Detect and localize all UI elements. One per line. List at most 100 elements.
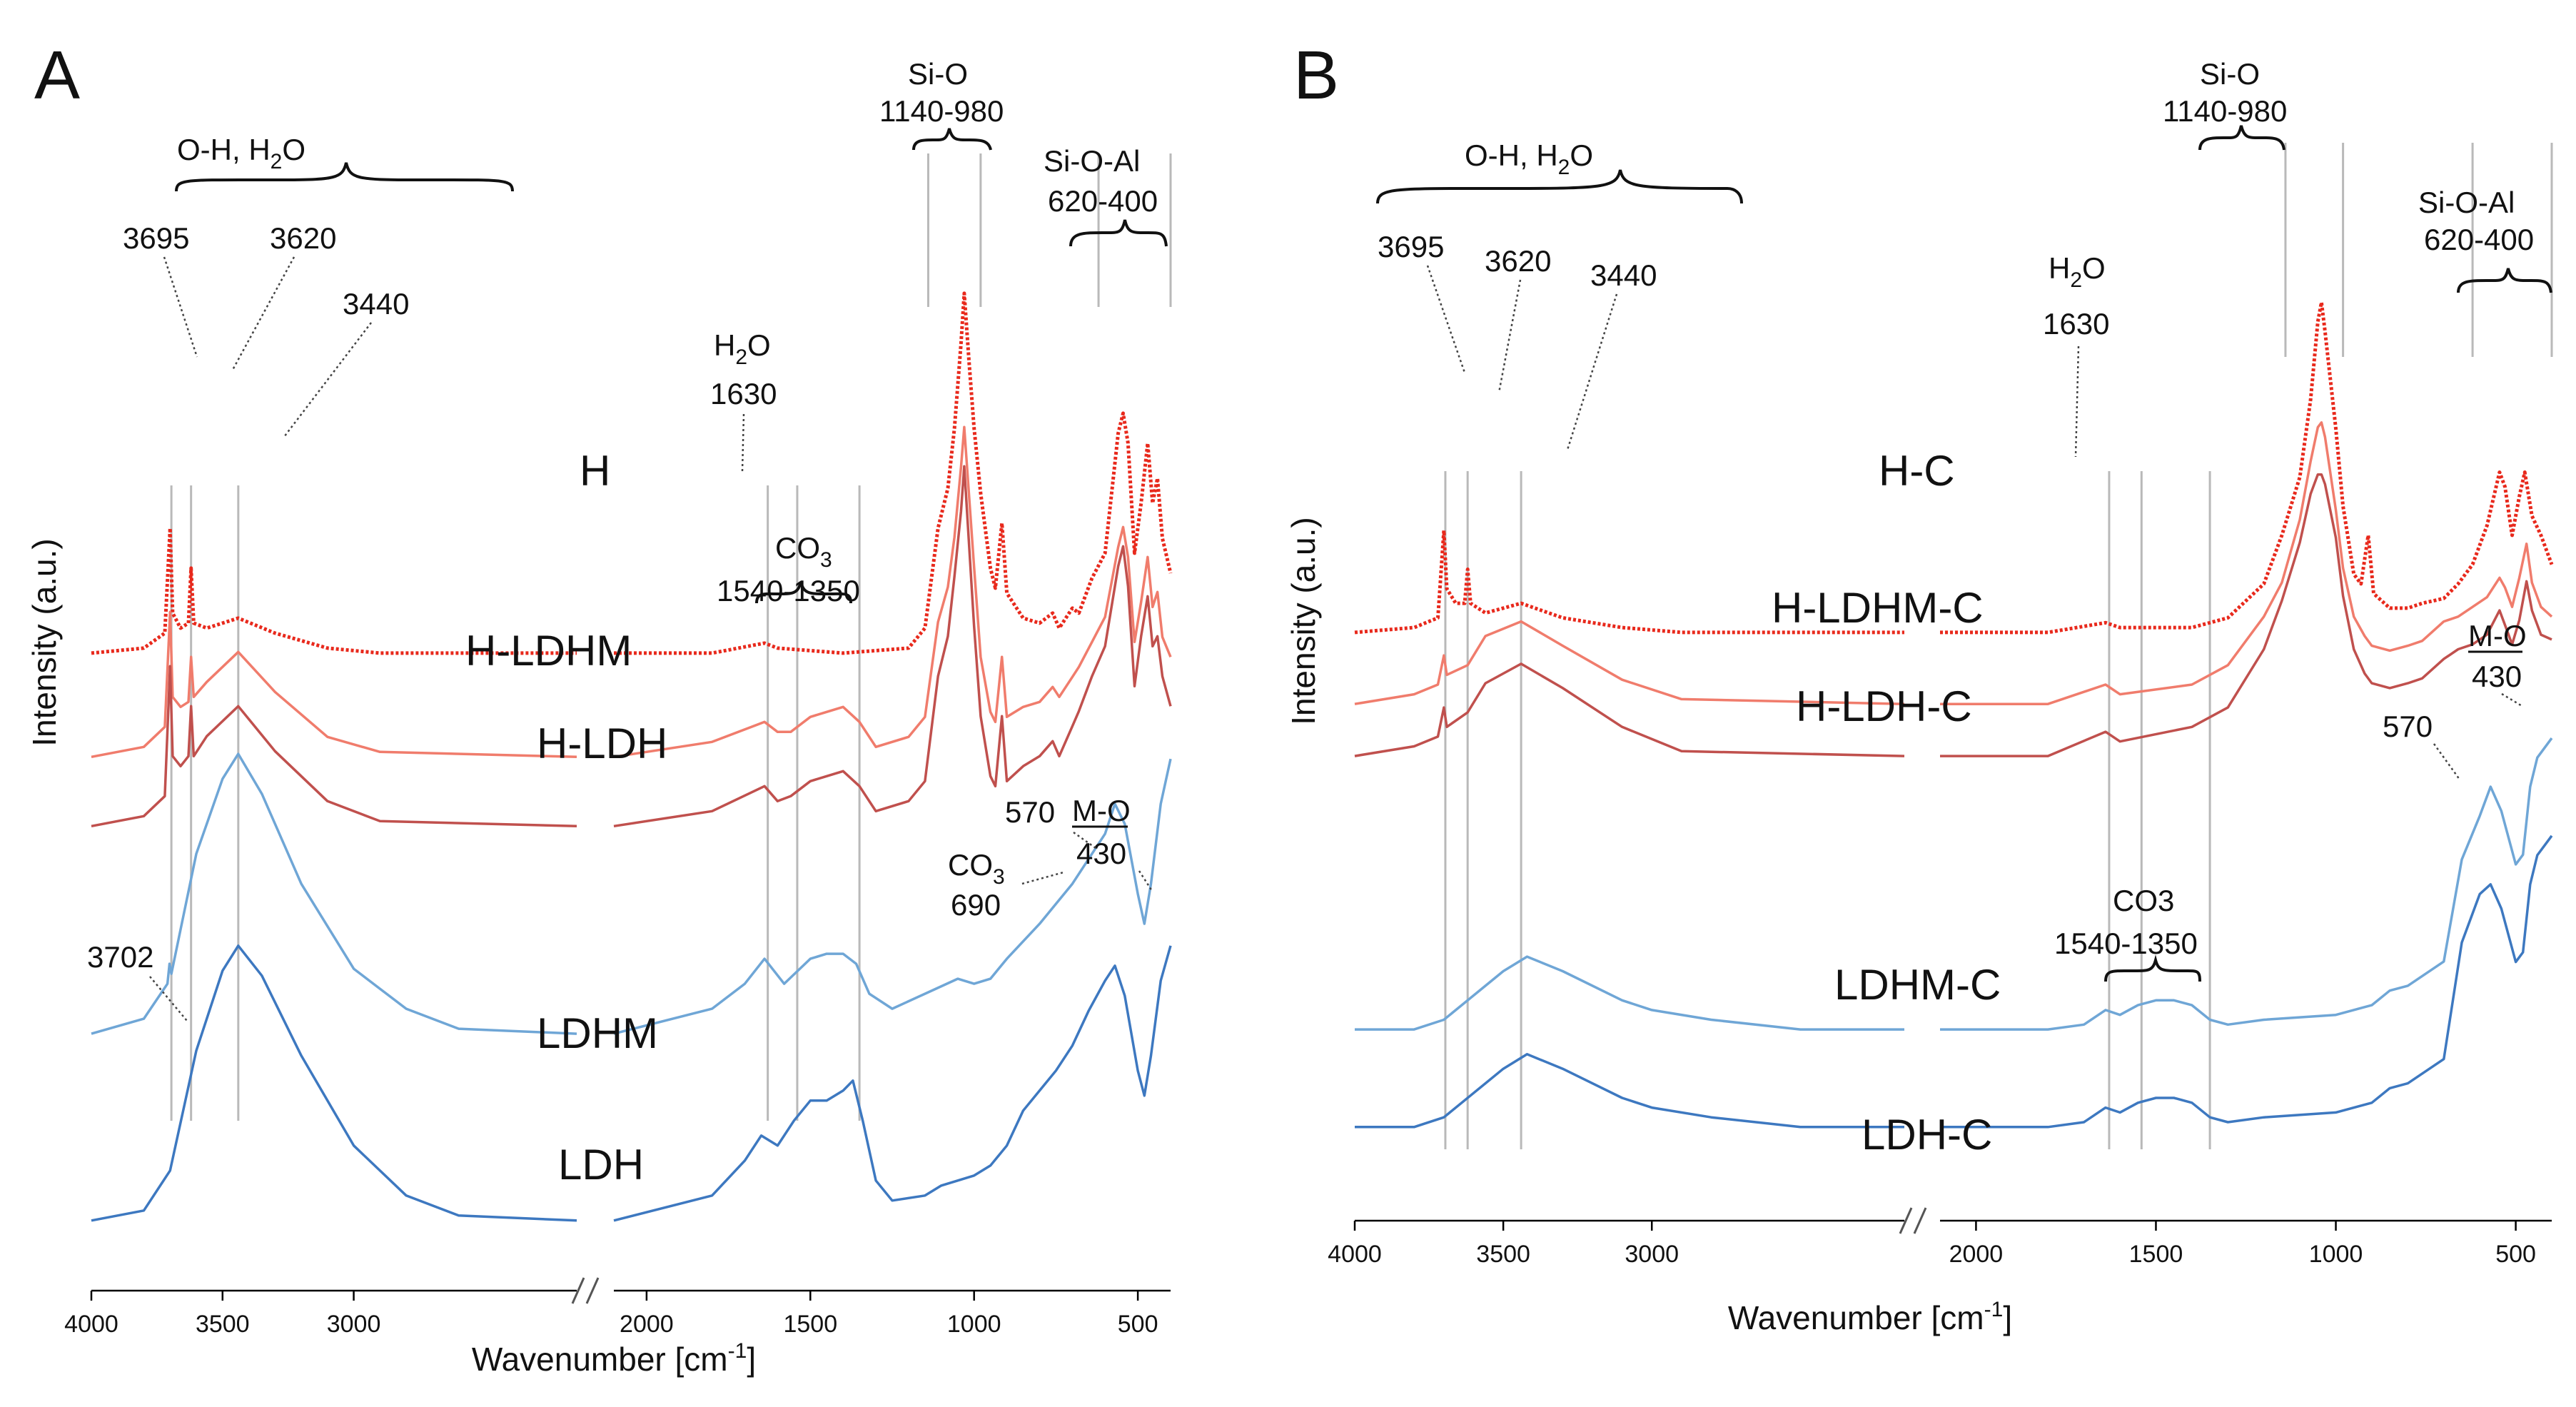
- brace-co3-b: [2104, 954, 2201, 982]
- label-sioal-range-b: 620-400: [2424, 223, 2534, 256]
- spectra-b: [1354, 301, 2554, 1129]
- y-axis-title-b: Intensity (a.u.): [1285, 517, 1322, 725]
- panel-b: B Intensity (a.u.) Wavenumber [cm-1] 400…: [1285, 37, 2554, 1336]
- label-3440-a: 3440: [343, 287, 409, 321]
- series-label-h-ldhm-c: H-LDHM-C: [1772, 584, 1984, 632]
- label-430-b: 430: [2472, 660, 2522, 693]
- series-line-ldhm-c: [1355, 955, 1904, 1031]
- spectra-a: [91, 291, 1173, 1222]
- series-line-h-ldh-c: [1940, 473, 2552, 757]
- x-tick-label: 500: [2495, 1241, 2536, 1268]
- label-3702-a: 3702: [87, 940, 153, 974]
- x-tick-label: 1500: [2129, 1241, 2183, 1268]
- x-tick-label: 2000: [620, 1311, 674, 1338]
- label-3695-b: 3695: [1378, 230, 1444, 263]
- leader-3440-a: [283, 322, 372, 438]
- panel-a: A Intensity (a.u.) Wavenumber [cm-1] 400…: [26, 37, 1173, 1378]
- series-label-h-ldhm: H-LDHM: [465, 627, 632, 675]
- label-co3-690-a: CO3: [948, 848, 1005, 889]
- x-tick-label: 4000: [1328, 1241, 1382, 1268]
- x-tick-label: 4000: [64, 1311, 118, 1338]
- label-co3-range-b: 1540-1350: [2054, 927, 2198, 960]
- leader-430-b: [2501, 692, 2524, 708]
- brace-sio-a: [912, 128, 992, 151]
- series-line-h-ldh-c: [1354, 662, 1905, 757]
- series-line-ldhm-c: [1940, 737, 2553, 1031]
- x-axis-a: 4000 3500 3000 2000 1500 1000 500: [64, 1277, 1171, 1338]
- label-co3-range-a: 1540-1350: [717, 574, 860, 607]
- label-3440-b: 3440: [1590, 258, 1657, 292]
- brace-co3-a: [755, 581, 852, 604]
- series-line-h-c: [1354, 528, 1904, 635]
- x-tick-label: 1000: [947, 1311, 1001, 1338]
- label-co3-b: CO3: [2113, 884, 2174, 917]
- label-3695-a: 3695: [123, 221, 189, 255]
- leader-3440-b: [1566, 293, 1618, 450]
- x-axis-b: 4000 3500 3000 2000 1500 1000 500: [1328, 1207, 2552, 1268]
- series-label-h-ldh-c: H-LDH-C: [1796, 682, 1972, 730]
- brace-sioal-a: [1069, 219, 1168, 247]
- label-570-b: 570: [2383, 710, 2433, 743]
- leader-1630-b: [2074, 346, 2080, 458]
- brace-sioal-b: [2457, 268, 2552, 293]
- label-1630-a: 1630: [710, 377, 777, 410]
- series-label-ldh: LDH: [558, 1141, 644, 1189]
- series-label-h: H: [580, 447, 610, 495]
- label-sioal-a: Si-O-Al: [1044, 144, 1140, 178]
- x-tick-label: 1000: [2309, 1241, 2363, 1268]
- label-sio-a: Si-O: [908, 57, 968, 91]
- series-label-ldhm-c: LDHM-C: [1834, 961, 2001, 1009]
- leader-3620-a: [231, 256, 296, 370]
- leader-3695-a: [163, 256, 198, 358]
- brace-oh-b: [1376, 169, 1743, 204]
- panel-letter-b: B: [1293, 37, 1339, 114]
- label-sio-range-a: 1140-980: [879, 94, 1004, 128]
- series-line-h-c: [1940, 301, 2554, 635]
- label-690-a: 690: [951, 888, 1001, 922]
- label-mo-a: M-O: [1072, 794, 1131, 827]
- label-co3-a: CO3: [775, 531, 832, 572]
- x-tick-label: 3000: [327, 1311, 381, 1338]
- x-tick-label: 3500: [196, 1311, 250, 1338]
- label-sioal-b: Si-O-Al: [2418, 186, 2515, 219]
- panel-letter-a: A: [34, 37, 80, 114]
- series-line-ldh-c: [1940, 834, 2553, 1129]
- series-line-ldhm: [613, 758, 1172, 1035]
- label-1630-b: 1630: [2043, 307, 2109, 341]
- axis-break-mark: [1899, 1207, 1927, 1234]
- series-line-h-ldh: [91, 665, 577, 828]
- label-oh-h2o-a: O-H, H2O: [177, 133, 305, 173]
- series-line-h-ldhm-c: [1354, 620, 1905, 705]
- series-line-h-ldhm-c: [1940, 421, 2553, 705]
- series-line-ldhm: [91, 752, 577, 1035]
- x-tick-label: 1500: [783, 1311, 837, 1338]
- series-line-h-ldhm: [91, 610, 577, 759]
- label-sio-range-b: 1140-980: [2163, 94, 2287, 128]
- x-axis-title-b: Wavenumber [cm-1]: [1728, 1298, 2012, 1336]
- label-570-a: 570: [1005, 795, 1055, 829]
- series-label-ldh-c: LDH-C: [1862, 1111, 1992, 1159]
- series-label-ldhm: LDHM: [537, 1009, 658, 1057]
- label-sio-b: Si-O: [2200, 57, 2260, 91]
- x-tick-label: 3000: [1625, 1241, 1679, 1268]
- leader-3620-b: [1497, 279, 1522, 393]
- label-3620-b: 3620: [1485, 244, 1551, 278]
- peak-guide-lines-b: [1444, 143, 2553, 1149]
- label-sioal-range-a: 620-400: [1048, 184, 1158, 218]
- brace-oh-a: [175, 162, 514, 192]
- series-line-ldh: [613, 945, 1172, 1222]
- series-line-h-ldhm: [613, 425, 1172, 759]
- series-line-h-ldh: [613, 465, 1172, 828]
- label-oh-h2o-b: O-H, H2O: [1465, 138, 1593, 179]
- leader-570-b: [2433, 743, 2461, 780]
- series-line-h: [614, 291, 1173, 655]
- x-tick-label: 3500: [1476, 1241, 1530, 1268]
- leader-430-a: [1138, 870, 1153, 892]
- label-h2o-b: H2O: [2049, 251, 2106, 292]
- brace-sio-b: [2198, 125, 2285, 151]
- label-430-a: 430: [1076, 837, 1126, 870]
- x-tick-label: 500: [1118, 1311, 1158, 1338]
- leader-3695-b: [1426, 265, 1466, 373]
- series-line-ldh-c: [1355, 1053, 1904, 1129]
